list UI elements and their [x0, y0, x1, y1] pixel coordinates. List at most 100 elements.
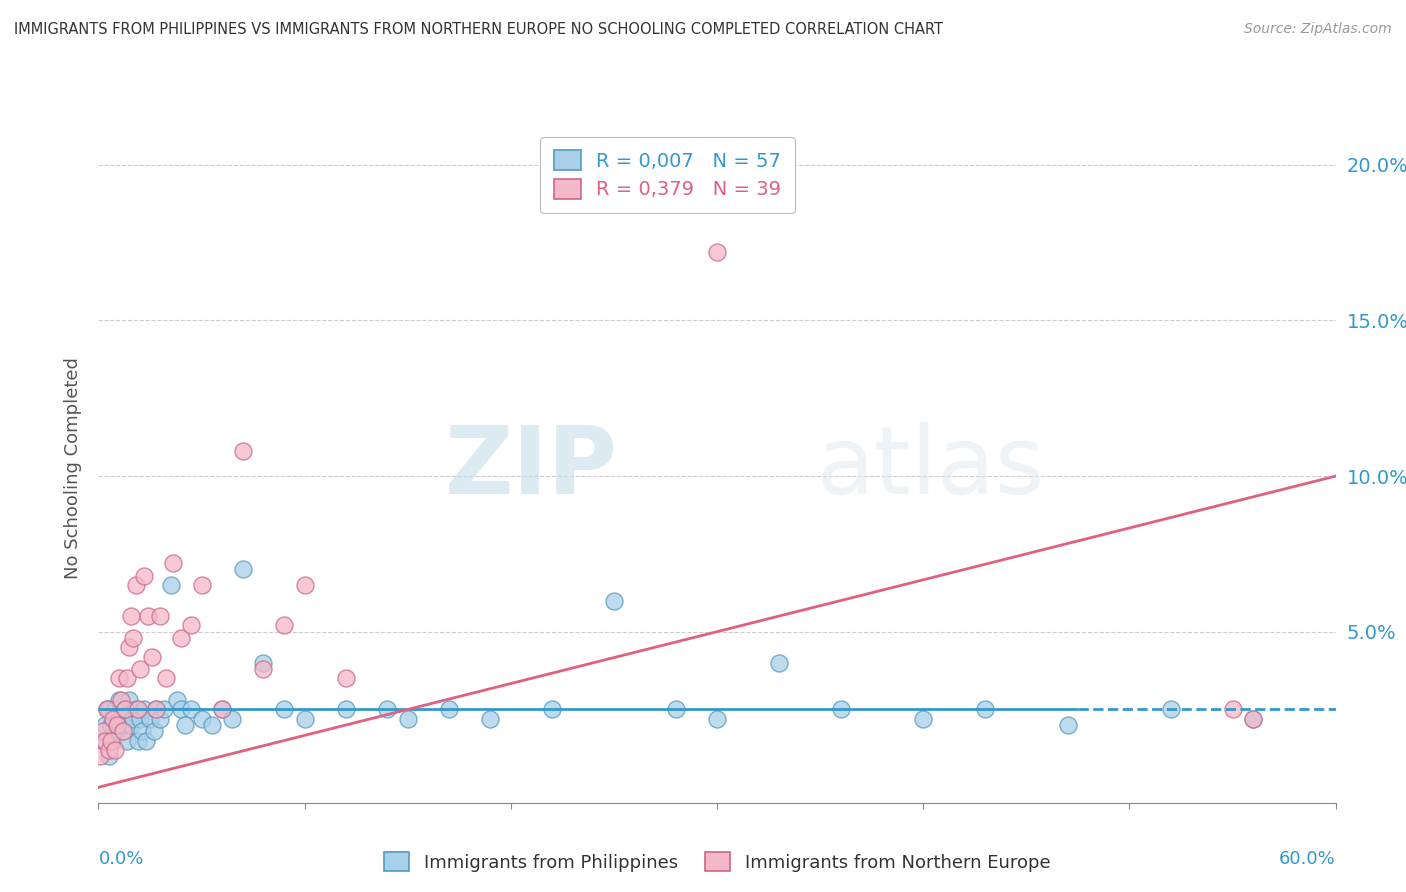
- Point: [91, 733, 114, 747]
- Point: [294, 578, 316, 592]
- Point: [190, 578, 212, 592]
- Point: [1241, 712, 1264, 726]
- Point: [166, 693, 188, 707]
- Point: [112, 724, 135, 739]
- Point: [145, 702, 167, 716]
- Point: [768, 656, 790, 670]
- Point: [97, 743, 120, 757]
- Point: [706, 245, 728, 260]
- Point: [127, 702, 149, 716]
- Point: [603, 593, 626, 607]
- Legend: Immigrants from Philippines, Immigrants from Northern Europe: Immigrants from Philippines, Immigrants …: [375, 843, 1059, 880]
- Point: [252, 656, 274, 670]
- Point: [170, 631, 193, 645]
- Text: 60.0%: 60.0%: [1279, 849, 1336, 868]
- Point: [135, 733, 157, 747]
- Point: [104, 743, 127, 757]
- Text: IMMIGRANTS FROM PHILIPPINES VS IMMIGRANTS FROM NORTHERN EUROPE NO SCHOOLING COMP: IMMIGRANTS FROM PHILIPPINES VS IMMIGRANT…: [14, 22, 943, 37]
- Point: [159, 578, 181, 592]
- Point: [141, 649, 163, 664]
- Y-axis label: No Schooling Completed: No Schooling Completed: [65, 358, 83, 579]
- Point: [120, 718, 142, 732]
- Point: [221, 712, 243, 726]
- Point: [100, 733, 122, 747]
- Point: [375, 702, 398, 716]
- Point: [122, 712, 145, 726]
- Point: [145, 702, 167, 716]
- Point: [114, 702, 136, 716]
- Point: [104, 702, 127, 716]
- Point: [101, 733, 124, 747]
- Point: [114, 702, 136, 716]
- Point: [101, 712, 124, 726]
- Point: [252, 662, 274, 676]
- Point: [105, 724, 128, 739]
- Point: [108, 671, 131, 685]
- Point: [96, 702, 118, 716]
- Point: [830, 702, 852, 716]
- Point: [110, 693, 132, 707]
- Point: [128, 662, 150, 676]
- Point: [273, 618, 295, 632]
- Point: [118, 640, 141, 655]
- Point: [201, 718, 224, 732]
- Point: [155, 671, 177, 685]
- Point: [91, 724, 114, 739]
- Point: [1056, 718, 1078, 732]
- Point: [124, 578, 146, 592]
- Point: [122, 631, 145, 645]
- Point: [294, 712, 316, 726]
- Point: [120, 609, 142, 624]
- Point: [1160, 702, 1182, 716]
- Point: [437, 702, 460, 716]
- Point: [211, 702, 233, 716]
- Point: [335, 702, 357, 716]
- Point: [153, 702, 176, 716]
- Point: [89, 749, 111, 764]
- Text: Source: ZipAtlas.com: Source: ZipAtlas.com: [1244, 22, 1392, 37]
- Point: [1241, 712, 1264, 726]
- Point: [149, 712, 172, 726]
- Point: [180, 702, 202, 716]
- Point: [108, 712, 131, 726]
- Text: 0.0%: 0.0%: [98, 849, 143, 868]
- Point: [136, 609, 159, 624]
- Point: [93, 718, 115, 732]
- Point: [162, 556, 184, 570]
- Point: [97, 702, 120, 716]
- Point: [143, 724, 166, 739]
- Point: [127, 733, 149, 747]
- Point: [105, 718, 128, 732]
- Point: [912, 712, 935, 726]
- Point: [132, 702, 155, 716]
- Point: [335, 671, 357, 685]
- Text: ZIP: ZIP: [446, 422, 619, 515]
- Point: [124, 702, 146, 716]
- Point: [100, 718, 122, 732]
- Point: [132, 568, 155, 582]
- Text: atlas: atlas: [815, 422, 1045, 515]
- Point: [479, 712, 502, 726]
- Point: [93, 733, 115, 747]
- Point: [706, 712, 728, 726]
- Point: [665, 702, 688, 716]
- Point: [396, 712, 419, 726]
- Point: [170, 702, 193, 716]
- Point: [1222, 702, 1244, 716]
- Point: [117, 733, 139, 747]
- Point: [273, 702, 295, 716]
- Point: [232, 562, 254, 576]
- Point: [190, 712, 212, 726]
- Point: [97, 749, 120, 764]
- Point: [974, 702, 997, 716]
- Point: [128, 712, 150, 726]
- Point: [139, 712, 162, 726]
- Point: [117, 671, 139, 685]
- Point: [112, 718, 135, 732]
- Point: [541, 702, 564, 716]
- Point: [118, 693, 141, 707]
- Point: [131, 724, 153, 739]
- Point: [211, 702, 233, 716]
- Point: [96, 702, 118, 716]
- Point: [174, 718, 197, 732]
